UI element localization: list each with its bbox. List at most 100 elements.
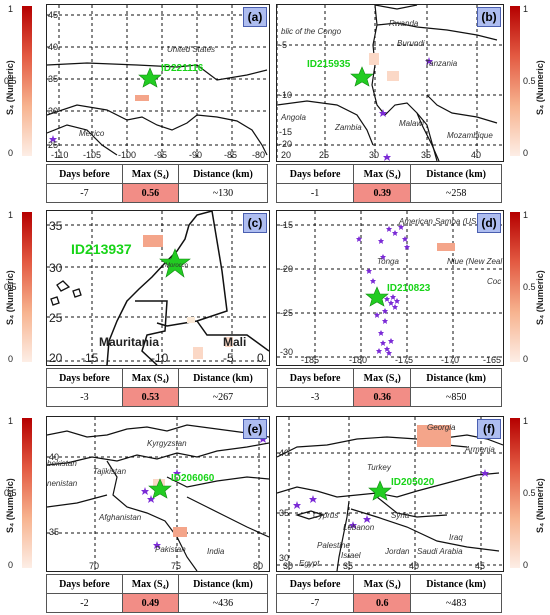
place-label: nenistan [47,479,78,488]
place-label: Morocco [165,263,189,269]
x-tick: 0 [257,351,264,365]
event-star-f [368,480,392,501]
days-before-header: Days before [275,164,355,184]
distance-value: ~267 [177,387,269,407]
days-before-value: -7 [275,593,355,613]
swarm-star [394,298,400,304]
x-tick: -105 [83,150,102,160]
max-s4-value: 0.6 [353,593,412,613]
max-s4-header: Max (S₄) [121,574,179,594]
place-label: Syria [391,511,410,520]
y-tick: 40 [49,452,60,462]
swarm-star [374,312,380,318]
place-label: Turkey [367,463,391,472]
y-tick: 25 [48,140,59,150]
info-table-d: Days before Max (S₄) Distance (km) -3 0.… [275,368,502,407]
colorbar-tick-e-1: 1 [8,416,14,426]
distance-value: ~130 [177,183,269,203]
map-f: Georgia Armenia Turkey Cyprus Syria Leba… [276,416,504,572]
x-tick: -175 [395,355,414,365]
place-label: Niue (New Zeal [447,257,503,266]
event-star-c [159,248,191,278]
place-label: American Samoa (US) [399,217,480,226]
colorbar-tick-c-0: 0 [8,354,14,364]
y-tick: 25 [49,311,63,325]
place-label: Jordan [385,547,410,556]
place-label: India [207,547,225,556]
max-s4-header: Max (S₄) [121,164,179,184]
swarm-star [384,296,390,302]
y-tick: -5 [279,40,288,50]
info-table-c: Days before Max (S₄) Distance (km) -3 0.… [46,368,269,407]
place-label: Mexico [79,129,105,138]
info-table-e: Days before Max (S₄) Distance (km) -2 0.… [46,574,269,613]
map-e: Kyrgyzstan bekistan Tajikistan nenistan … [46,416,270,572]
days-before-header: Days before [46,368,123,388]
max-s4-header: Max (S₄) [121,368,179,388]
y-tick: 40 [48,42,59,52]
place-label: United States [167,45,216,54]
colorbar-tick-c-05: 0.5 [4,282,17,292]
event-star-e [148,478,172,499]
colorbar-a [22,6,32,156]
swarm-star [366,268,372,274]
swarm-star [356,236,362,242]
place-label: Afghanistan [99,513,142,522]
place-label: Cyprus [313,511,339,520]
info-table-b: Days before Max (S₄) Distance (km) -1 0.… [275,164,502,203]
y-tick: -15 [279,127,293,137]
y-tick: -30 [280,347,294,357]
swarm-star [378,330,384,336]
days-before-value: -2 [46,593,123,613]
x-tick: -80 [252,150,266,160]
event-star-d [365,286,389,307]
swarm-star [382,318,388,324]
distance-value: ~436 [177,593,269,613]
distance-value: ~258 [410,183,502,203]
colorbar-f [510,418,520,568]
swarm-star [386,350,392,356]
x-tick: 20 [281,150,292,160]
place-label: Palestine [317,541,350,550]
panel-label-b: (b) [477,7,501,27]
colorbar-tick-e-0: 0 [8,560,14,570]
swarm-star [382,308,388,314]
event-id-b: ID215935 [307,59,351,70]
swarm-star [380,340,386,346]
max-s4-value: 0.39 [353,183,412,203]
days-before-value: -1 [275,183,355,203]
place-label: Pakistan [155,545,186,554]
map-c-svg [47,211,269,365]
place-label: Burundi [397,39,425,48]
x-tick: 45 [475,561,486,571]
swarm-star [392,304,398,310]
swarm-star [402,236,408,242]
distance-header: Distance (km) [410,368,502,388]
y-tick: -15 [280,220,294,230]
swarm-star [380,254,386,260]
colorbar-tick-a-0: 0 [8,148,14,158]
distance-value: ~483 [410,593,502,613]
panel-label-a: (a) [243,7,267,27]
panel-label-e: (e) [243,419,267,439]
place-label: Mali [223,335,247,349]
days-before-header: Days before [275,574,355,594]
place-label: Tonga [377,257,399,266]
colorbar-title-d: S₄ (Numeric) [535,270,545,325]
map-d-svg [277,211,503,365]
days-before-value: -7 [46,183,123,203]
event-id-a: ID221116 [161,63,204,74]
swarm-star [390,294,396,300]
days-before-value: -3 [46,387,123,407]
colorbar-title-b: S₄ (Numeric) [535,60,545,115]
y-tick: 35 [49,219,63,233]
place-label: Armenia [465,445,495,454]
x-tick: 75 [171,561,182,571]
colorbar-tick-f-05: 0.5 [523,488,536,498]
panel-label-c: (c) [243,213,267,233]
colorbar-tick-b-0: 0 [523,148,529,158]
max-s4-value: 0.56 [121,183,179,203]
event-star-b [350,66,374,87]
place-label: Mozambique [447,131,493,140]
event-star-a [138,67,162,88]
